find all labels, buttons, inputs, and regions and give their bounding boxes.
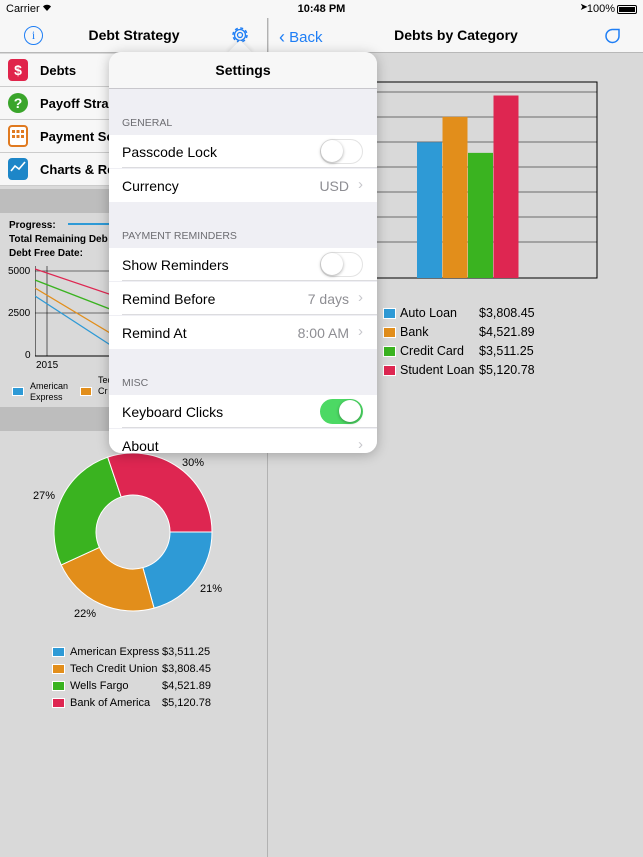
slice-percent-label: 22% xyxy=(74,608,96,620)
x-tick: 2015 xyxy=(36,360,59,371)
bar-legend-row: Student Loan $5,120.78 xyxy=(383,363,535,381)
battery-icon xyxy=(617,5,637,14)
legend-swatch xyxy=(383,346,396,358)
legend-swatch xyxy=(383,308,396,320)
menu-label: Payoff Stra xyxy=(40,96,109,111)
chevron-right-icon: › xyxy=(358,176,363,193)
status-bar: Carrier 10:48 PM ➤ 100% xyxy=(0,0,643,18)
carrier-label: Carrier xyxy=(6,3,40,15)
cell-label: Show Reminders xyxy=(122,257,229,273)
remind-before-value: 7 days xyxy=(307,291,349,307)
legend-swatch xyxy=(52,698,65,709)
chevron-right-icon: › xyxy=(358,289,363,306)
free-date-label: Debt Free Date: xyxy=(9,248,83,259)
bar-legend-row: Credit Card $3,511.25 xyxy=(383,344,534,362)
dollar-icon: $ xyxy=(8,59,28,81)
question-icon: ? xyxy=(8,93,28,113)
wifi-icon xyxy=(41,2,53,15)
detail-navbar: ‹ Back Debts by Category xyxy=(269,18,643,53)
chevron-left-icon: ‹ xyxy=(279,27,285,47)
chart-icon xyxy=(8,158,28,180)
master-title: Debt Strategy xyxy=(88,27,180,43)
cell-label: Remind At xyxy=(122,325,187,341)
settings-title: Settings xyxy=(109,52,377,89)
cell-label: Currency xyxy=(122,178,179,194)
slice-percent-label: 27% xyxy=(33,490,55,502)
passcode-lock-cell: Passcode Lock xyxy=(109,135,377,168)
line-series xyxy=(35,268,115,297)
show-reminders-cell: Show Reminders xyxy=(109,248,377,281)
remind-before-cell[interactable]: Remind Before 7 days › xyxy=(109,282,377,315)
legend-swatch xyxy=(383,327,396,339)
donut-legend-row: Tech Credit Union $3,808.45 xyxy=(52,663,211,679)
bar-auto-loan xyxy=(417,142,442,278)
passcode-lock-toggle[interactable] xyxy=(320,139,363,164)
status-time: 10:48 PM xyxy=(297,3,346,15)
back-label: Back xyxy=(289,29,323,46)
chevron-right-icon: › xyxy=(358,323,363,340)
slice-percent-label: 21% xyxy=(200,583,222,595)
menu-label: Charts & Re xyxy=(40,162,115,177)
keyboard-clicks-cell: Keyboard Clicks xyxy=(109,395,377,428)
cell-label: Keyboard Clicks xyxy=(122,404,224,420)
donut-slice xyxy=(107,452,213,533)
detail-title: Debts by Category xyxy=(394,27,518,43)
currency-cell[interactable]: Currency USD › xyxy=(109,169,377,202)
mini-line-chart xyxy=(35,266,115,357)
master-navbar: i Debt Strategy xyxy=(0,18,267,53)
donut-slice xyxy=(60,546,155,612)
bar-chart xyxy=(369,81,598,279)
bar-legend-row: Bank $4,521.89 xyxy=(383,325,535,343)
remind-at-value: 8:00 AM xyxy=(297,325,349,341)
group-header-general: GENERAL xyxy=(122,117,173,129)
cell-label: Passcode Lock xyxy=(122,144,217,160)
legend-swatch xyxy=(383,365,396,377)
y-tick: 2500 xyxy=(8,308,31,319)
line-series xyxy=(35,279,115,312)
refresh-icon[interactable] xyxy=(603,26,623,46)
donut-slice xyxy=(53,456,122,566)
bar-legend-row: Auto Loan $3,808.45 xyxy=(383,306,535,324)
location-icon: ➤ xyxy=(579,2,588,13)
cell-label: About xyxy=(122,438,159,453)
remaining-label: Total Remaining Deb xyxy=(9,234,108,245)
donut-legend-row: Bank of America $5,120.78 xyxy=(52,697,211,713)
show-reminders-toggle[interactable] xyxy=(320,252,363,277)
settings-popover: Settings GENERAL Passcode Lock Currency … xyxy=(109,52,377,453)
donut-legend-row: Wells Fargo $4,521.89 xyxy=(52,680,211,696)
y-tick: 5000 xyxy=(8,266,31,277)
line-series xyxy=(35,287,115,337)
donut-legend-row: American Express $3,511.25 xyxy=(52,646,210,662)
group-header-misc: MISC xyxy=(122,377,149,389)
donut-chart: 21% 22% 27% 30% xyxy=(33,452,222,620)
cell-label: Remind Before xyxy=(122,291,216,307)
legend-swatch xyxy=(52,664,65,675)
line-series xyxy=(35,295,115,349)
progress-bar xyxy=(68,223,118,225)
donut-slice xyxy=(142,531,213,609)
menu-label: Payment Sc xyxy=(40,129,114,144)
battery-percent: 100% xyxy=(586,3,615,15)
about-cell[interactable]: About › xyxy=(109,429,377,453)
back-button[interactable]: ‹ Back xyxy=(279,26,323,47)
progress-label: Progress: xyxy=(9,220,56,231)
chevron-right-icon: › xyxy=(358,436,363,453)
slice-percent-label: 30% xyxy=(182,457,204,469)
currency-value: USD xyxy=(319,178,349,194)
calendar-icon xyxy=(8,125,28,147)
y-tick: 0 xyxy=(25,350,31,361)
legend-swatch xyxy=(52,681,65,692)
group-header-reminders: PAYMENT REMINDERS xyxy=(122,230,237,242)
legend-swatch xyxy=(52,647,65,658)
bar-student-loan xyxy=(493,95,519,278)
info-icon[interactable]: i xyxy=(24,26,43,45)
keyboard-clicks-toggle[interactable] xyxy=(320,399,363,424)
bar-bank xyxy=(442,116,468,278)
bar-credit-card xyxy=(468,152,493,278)
menu-label: Debts xyxy=(40,63,77,78)
remind-at-cell[interactable]: Remind At 8:00 AM › xyxy=(109,316,377,349)
